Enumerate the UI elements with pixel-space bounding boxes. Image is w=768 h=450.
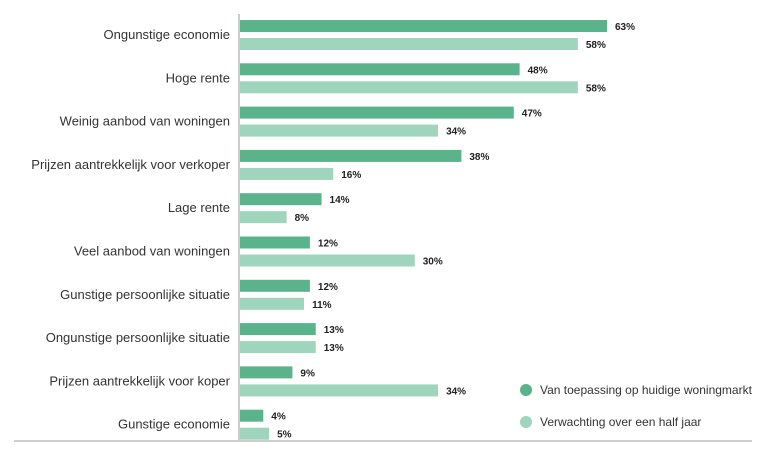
legend-swatch-current: [520, 384, 532, 396]
legend: Van toepassing op huidige woningmarkt Ve…: [520, 380, 760, 444]
data-label: 16%: [341, 170, 361, 181]
bar-expectation: [240, 167, 334, 180]
labels-layer: Ongunstige economie 63% 58% Hoge rente 48% 58…: [31, 22, 635, 441]
bar-expectation: [240, 254, 415, 267]
bar-current: [240, 193, 322, 206]
category-label: Veel aanbod van woningen: [74, 244, 230, 259]
data-label: 11%: [312, 300, 332, 311]
bar-current: [240, 63, 520, 76]
legend-label-expectation: Verwachting over een half jaar: [540, 415, 702, 429]
data-label: 38%: [469, 152, 489, 163]
category-label: Hoge rente: [166, 70, 230, 85]
bar-expectation: [240, 341, 316, 354]
bars-layer: [240, 20, 607, 440]
bar-current: [240, 279, 310, 292]
bar-current: [240, 366, 293, 379]
bar-expectation: [240, 81, 578, 94]
legend-item-current: Van toepassing op huidige woningmarkt: [520, 380, 760, 400]
data-label: 4%: [271, 412, 286, 423]
data-label: 13%: [324, 325, 344, 336]
category-label: Prijzen aantrekkelijk voor verkoper: [31, 157, 230, 172]
data-label: 47%: [522, 109, 542, 120]
category-label: Ongunstige economie: [104, 27, 230, 42]
category-label: Ongunstige persoonlijke situatie: [46, 330, 230, 345]
bar-expectation: [240, 38, 578, 50]
bar-expectation: [240, 211, 287, 224]
bar-current: [240, 409, 264, 422]
data-label: 30%: [423, 257, 443, 268]
bar-expectation: [240, 124, 439, 137]
data-label: 14%: [330, 195, 350, 206]
data-label: 12%: [318, 282, 338, 293]
data-label: 13%: [324, 343, 344, 354]
bar-current: [240, 323, 316, 336]
data-label: 34%: [446, 386, 466, 397]
data-label: 5%: [277, 430, 292, 441]
data-label: 8%: [295, 213, 310, 224]
data-label: 12%: [318, 239, 338, 250]
data-label: 58%: [586, 40, 606, 51]
legend-label-current: Van toepassing op huidige woningmarkt: [540, 383, 752, 397]
category-label: Weinig aanbod van woningen: [60, 114, 230, 129]
legend-swatch-expectation: [520, 416, 532, 428]
bar-expectation: [240, 297, 305, 310]
legend-item-expectation: Verwachting over een half jaar: [520, 412, 760, 432]
bar-current: [240, 236, 310, 249]
category-label: Gunstige persoonlijke situatie: [60, 287, 230, 302]
data-label: 9%: [300, 368, 315, 379]
category-label: Gunstige economie: [118, 417, 230, 432]
bar-current: [240, 20, 607, 32]
data-label: 58%: [586, 83, 606, 94]
bar-current: [240, 149, 462, 162]
bar-expectation: [240, 384, 439, 397]
data-label: 63%: [615, 22, 635, 33]
bar-expectation: [240, 427, 270, 440]
category-label: Prijzen aantrekkelijk voor koper: [49, 373, 230, 388]
bar-current: [240, 106, 514, 119]
data-label: 48%: [528, 65, 548, 76]
data-label: 34%: [446, 127, 466, 138]
category-label: Lage rente: [168, 200, 230, 215]
